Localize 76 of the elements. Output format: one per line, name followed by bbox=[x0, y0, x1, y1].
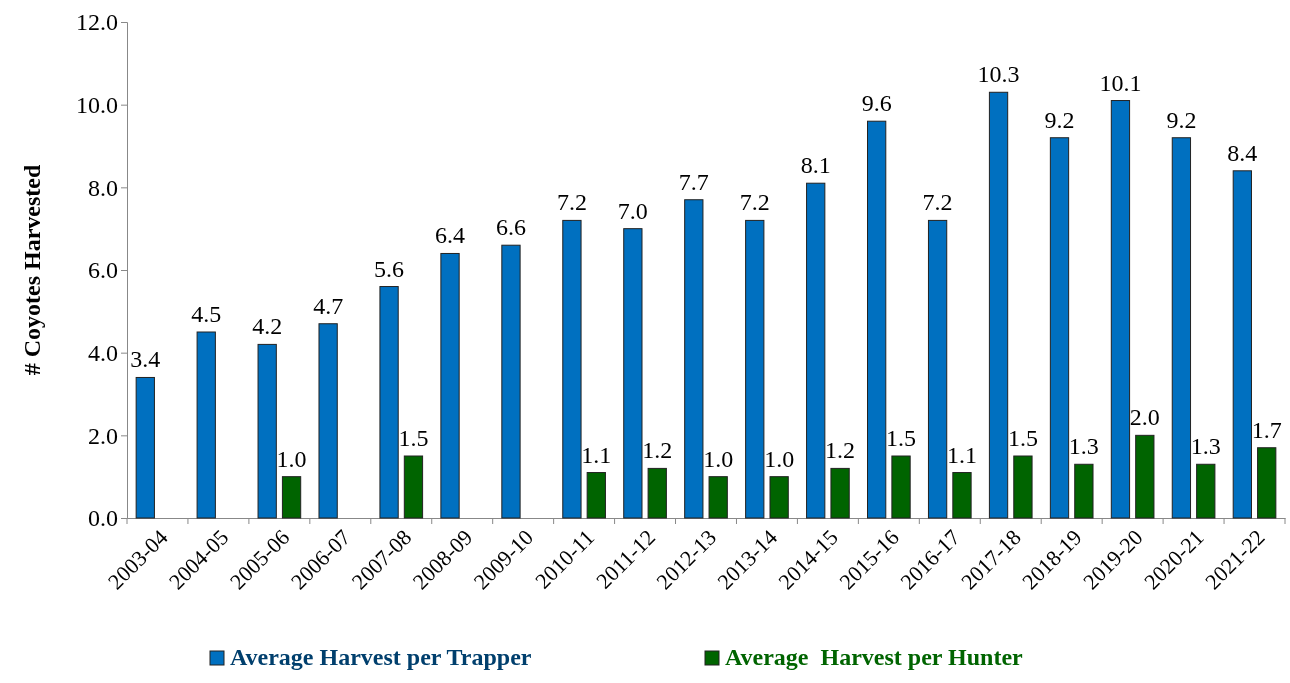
bar bbox=[586, 472, 606, 519]
data-label: 1.0 bbox=[703, 445, 734, 472]
data-label: 9.2 bbox=[1044, 106, 1075, 133]
bar bbox=[318, 323, 338, 519]
data-label: 9.6 bbox=[861, 90, 892, 117]
bar bbox=[1196, 463, 1216, 519]
bar bbox=[1232, 170, 1252, 519]
y-tick-label: 8.0 bbox=[88, 174, 118, 201]
bar bbox=[1110, 100, 1131, 519]
bar bbox=[440, 252, 460, 519]
bar bbox=[769, 476, 789, 519]
bar bbox=[1013, 455, 1033, 519]
data-label: 1.0 bbox=[764, 445, 795, 472]
data-label: 1.1 bbox=[581, 441, 612, 468]
bar bbox=[403, 455, 424, 519]
data-label: 1.2 bbox=[642, 437, 673, 464]
bar bbox=[1257, 447, 1277, 519]
data-label: 6.6 bbox=[495, 214, 526, 241]
data-label: 1.7 bbox=[1251, 416, 1282, 443]
bar bbox=[952, 472, 972, 519]
data-label: 8.4 bbox=[1227, 139, 1258, 166]
bar bbox=[927, 219, 948, 519]
data-label: 8.1 bbox=[800, 152, 831, 179]
data-label: 6.4 bbox=[435, 222, 466, 249]
bar bbox=[708, 476, 728, 519]
data-label: 4.2 bbox=[252, 313, 283, 340]
data-label: 10.1 bbox=[1099, 69, 1142, 96]
bar bbox=[806, 182, 826, 519]
data-label: 7.2 bbox=[739, 189, 770, 216]
data-label: 2.0 bbox=[1129, 404, 1160, 431]
bar bbox=[1135, 434, 1155, 519]
bar bbox=[623, 228, 643, 519]
data-label: 1.1 bbox=[946, 441, 977, 468]
y-tick-label: 4.0 bbox=[88, 339, 118, 366]
bar bbox=[1049, 137, 1070, 519]
data-label: 9.2 bbox=[1166, 106, 1197, 133]
y-tick-label: 12.0 bbox=[76, 9, 118, 36]
data-label: 7.2 bbox=[556, 189, 587, 216]
bar bbox=[281, 476, 302, 519]
bar bbox=[867, 120, 887, 519]
data-label: 3.4 bbox=[130, 346, 161, 373]
legend-label: Average Harvest per Hunter bbox=[725, 644, 1024, 670]
data-label: 1.3 bbox=[1190, 433, 1221, 460]
bar bbox=[501, 244, 521, 519]
bar bbox=[135, 376, 155, 519]
data-label: 1.3 bbox=[1068, 433, 1099, 460]
bar bbox=[562, 219, 582, 519]
y-tick-label: 0.0 bbox=[88, 505, 118, 532]
bar bbox=[745, 219, 765, 519]
data-label: 1.0 bbox=[276, 445, 307, 472]
legend-label: Average Harvest per Trapper bbox=[230, 644, 532, 670]
bar bbox=[379, 286, 399, 519]
data-label: 1.5 bbox=[886, 425, 917, 451]
data-label: 7.7 bbox=[678, 168, 709, 195]
data-label: 1.5 bbox=[1007, 425, 1038, 451]
bar bbox=[647, 467, 667, 519]
bar bbox=[196, 331, 216, 519]
y-tick-label: 2.0 bbox=[88, 422, 118, 449]
data-label: 1.5 bbox=[398, 425, 429, 451]
bar bbox=[830, 467, 850, 519]
data-label: 4.5 bbox=[191, 301, 222, 327]
bar bbox=[891, 455, 911, 519]
y-axis-title: # Coyotes Harvested bbox=[19, 164, 45, 376]
bar bbox=[1171, 137, 1192, 519]
data-label: 10.3 bbox=[977, 61, 1020, 88]
bar bbox=[988, 91, 1009, 519]
data-label: 5.6 bbox=[374, 255, 405, 282]
data-label: 1.2 bbox=[825, 437, 856, 464]
data-label: 7.2 bbox=[922, 189, 953, 216]
data-label: 4.7 bbox=[313, 292, 344, 319]
bar bbox=[257, 343, 277, 519]
bar bbox=[1074, 463, 1094, 519]
bar bbox=[684, 199, 704, 519]
data-label: 7.0 bbox=[617, 197, 648, 224]
y-tick-label: 6.0 bbox=[88, 257, 118, 284]
y-tick-label: 10.0 bbox=[76, 91, 118, 118]
